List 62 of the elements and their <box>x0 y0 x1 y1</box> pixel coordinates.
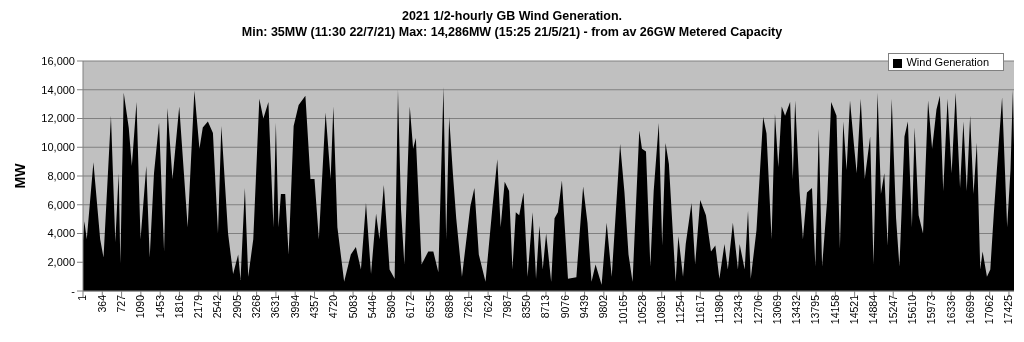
y-tick-label: 14,000 <box>41 83 75 96</box>
chart-title: 2021 1/2-hourly GB Wind Generation. <box>400 8 624 24</box>
x-tick-label: 13069 <box>770 294 783 325</box>
x-tick-label: 11617 <box>693 294 706 324</box>
y-tick-label: 2,000 <box>47 256 75 269</box>
x-tick-label: 10891 <box>655 294 668 325</box>
legend-label: Wind Generation <box>906 56 989 68</box>
x-tick-label: 13795 <box>809 294 822 325</box>
x-tick-label: 8350 <box>520 294 533 319</box>
x-tick-label: 5083 <box>346 294 359 319</box>
x-tick-label: 7987 <box>500 294 513 319</box>
y-tick-label: 10,000 <box>41 141 75 154</box>
chart-subtitle: Min: 35MW (11:30 22/7/21) Max: 14,286MW (15:25 21/5/21) - from av 26GW Metered Capacity <box>240 24 784 40</box>
x-tick-label: 14158 <box>828 294 841 325</box>
y-tick-label: 16,000 <box>41 54 75 67</box>
x-tick-label: 6172 <box>404 294 417 319</box>
x-tick-label: 7261 <box>462 294 475 319</box>
x-tick-label: 7624 <box>481 294 494 319</box>
x-tick-label: 15973 <box>925 294 938 325</box>
x-tick-label: 9439 <box>578 294 591 319</box>
x-tick-label: 2179 <box>192 294 205 319</box>
x-tick-label: 13432 <box>790 294 803 325</box>
x-tick-label: 15610 <box>905 294 918 325</box>
x-tick-label: 3631 <box>269 294 282 319</box>
x-tick-label: 9076 <box>558 294 571 319</box>
x-tick-label: 12343 <box>732 294 745 325</box>
y-axis-title: MW <box>11 162 28 189</box>
x-tick-label: 3268 <box>250 294 263 319</box>
y-tick-label: 6,000 <box>47 198 75 211</box>
x-tick-label: 11980 <box>713 294 726 324</box>
x-tick-label: 1453 <box>153 294 166 319</box>
y-tick-label: - <box>71 284 76 297</box>
x-tick-label: 1816 <box>172 294 185 319</box>
x-tick-label: 6535 <box>423 294 436 319</box>
x-tick-label: 5446 <box>365 294 378 319</box>
x-tick-label: 15247 <box>886 294 899 325</box>
x-tick-label: 16699 <box>963 294 976 325</box>
x-tick-label: 8713 <box>539 294 552 319</box>
x-tick-label: 4720 <box>327 294 340 319</box>
x-tick-label: 10165 <box>616 294 629 325</box>
y-tick-label: 12,000 <box>41 112 75 125</box>
x-tick-label: 14884 <box>867 294 880 325</box>
x-tick-label: 11254 <box>674 294 687 324</box>
x-tick-label: 5809 <box>385 294 398 319</box>
x-tick-label: 17425 <box>1002 294 1015 325</box>
x-tick-label: 3994 <box>288 294 301 319</box>
x-tick-label: 1 <box>76 294 89 301</box>
y-tick-label: 4,000 <box>47 227 75 240</box>
x-tick-label: 2905 <box>230 294 243 319</box>
x-tick-label: 4357 <box>307 294 320 319</box>
x-tick-label: 14521 <box>848 294 861 325</box>
x-tick-label: 10528 <box>635 294 648 325</box>
y-tick-label: 8,000 <box>47 169 75 182</box>
x-tick-label: 16336 <box>944 294 957 325</box>
x-tick-label: 9802 <box>597 294 610 319</box>
x-tick-label: 12706 <box>751 294 764 325</box>
x-tick-label: 364 <box>95 294 108 313</box>
x-tick-label: 6898 <box>442 294 455 319</box>
x-tick-label: 17062 <box>983 294 996 325</box>
x-tick-label: 1090 <box>134 294 147 319</box>
x-tick-label: 727 <box>115 294 128 313</box>
x-tick-label: 2542 <box>211 294 224 319</box>
